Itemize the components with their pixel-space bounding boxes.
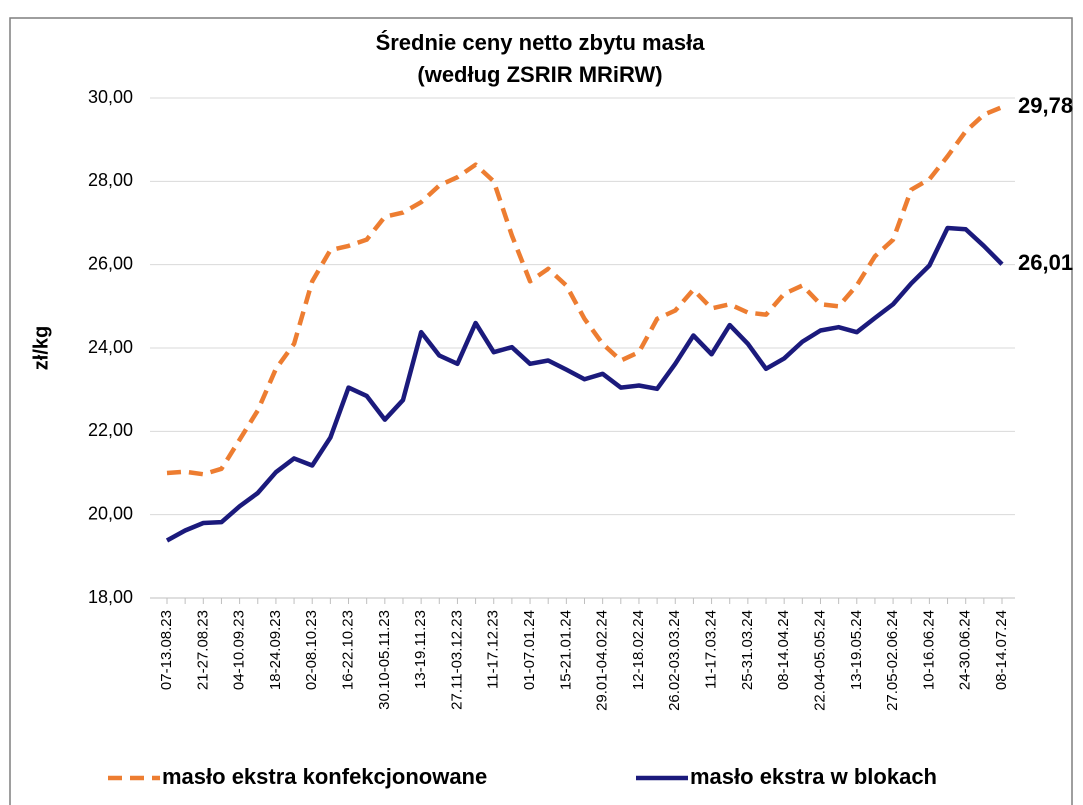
x-tick-label: 27.11-03.12.23 xyxy=(448,610,465,710)
x-tick-label: 11-17.03.24 xyxy=(703,610,720,689)
x-tick-label: 18-24.09.23 xyxy=(267,610,284,690)
x-tick-label: 27.05-02.06.24 xyxy=(884,610,901,711)
x-tick-label: 13-19.11.23 xyxy=(412,610,429,689)
x-tick-label: 15-21.01.24 xyxy=(557,610,574,690)
chart-title: Średnie ceny netto zbytu masła xyxy=(376,30,706,55)
x-tick-label: 01-07.01.24 xyxy=(521,610,538,690)
chart-frame xyxy=(9,17,1073,805)
series-line xyxy=(165,225,1004,543)
x-tick-label: 25-31.03.24 xyxy=(739,610,756,690)
y-tick-label: 18,00 xyxy=(88,587,133,607)
y-tick-label: 24,00 xyxy=(88,337,133,357)
x-tick-label: 16-22.10.23 xyxy=(339,610,356,690)
y-tick-label: 20,00 xyxy=(88,503,133,523)
x-tick-label: 13-19.05.24 xyxy=(848,610,865,690)
y-tick-label: 22,00 xyxy=(88,420,133,440)
legend-label: masło ekstra w blokach xyxy=(690,764,937,789)
y-axis-label: zł/kg xyxy=(30,326,52,370)
y-tick-label: 30,00 xyxy=(88,87,133,107)
x-tick-label: 12-18.02.24 xyxy=(630,610,647,690)
x-tick-label: 08-14.04.24 xyxy=(775,610,792,690)
x-tick-label: 21-27.08.23 xyxy=(194,610,211,690)
x-tick-label: 04-10.09.23 xyxy=(231,610,248,690)
x-tick-label: 29.01-04.02.24 xyxy=(594,610,611,711)
x-tick-label: 22.04-05.05.24 xyxy=(811,610,828,711)
y-tick-label: 26,00 xyxy=(88,253,133,273)
x-tick-label: 24-30.06.24 xyxy=(957,610,974,690)
y-tick-label: 28,00 xyxy=(88,170,133,190)
x-tick-label: 07-13.08.23 xyxy=(158,610,175,690)
data-label: 26,01 xyxy=(1018,250,1073,275)
chart-subtitle: (według ZSRIR MRiRW) xyxy=(417,62,662,87)
x-tick-label: 10-16.06.24 xyxy=(920,610,937,690)
series-line xyxy=(166,105,1003,477)
x-tick-label: 02-08.10.23 xyxy=(303,610,320,690)
x-tick-label: 26.02-03.03.24 xyxy=(666,610,683,711)
legend-label: masło ekstra konfekcjonowane xyxy=(162,764,487,789)
x-tick-label: 30.10-05.11.23 xyxy=(376,610,393,710)
data-label: 29,78 xyxy=(1018,93,1073,118)
x-tick-label: 08-14.07.24 xyxy=(993,610,1010,690)
x-tick-label: 11-17.12.23 xyxy=(485,610,502,689)
